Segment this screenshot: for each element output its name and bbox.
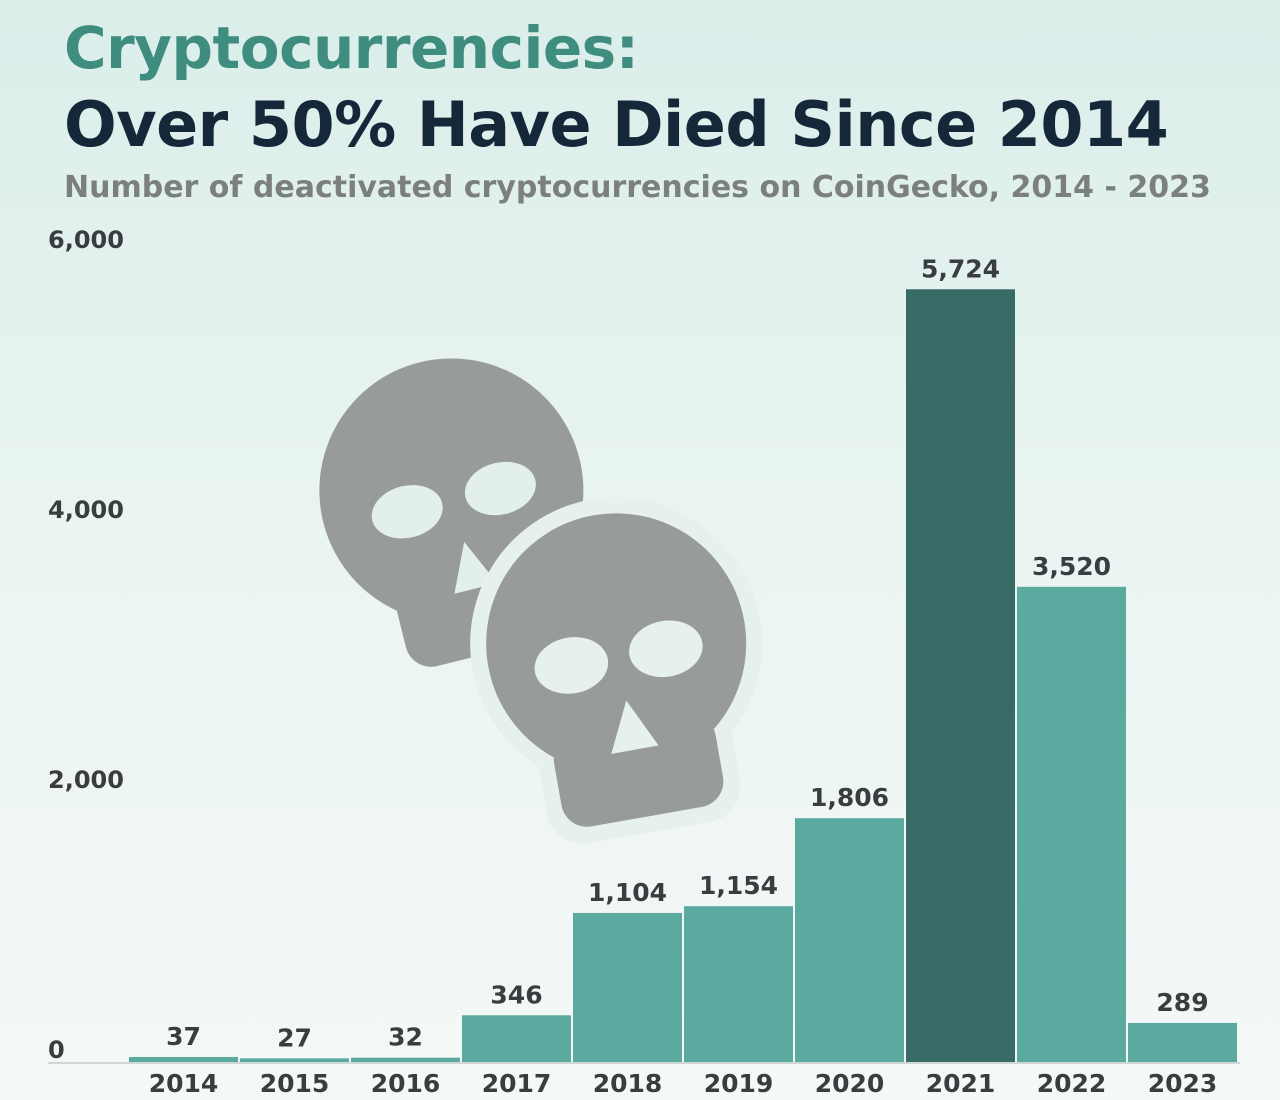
bars-group: 37 27 32 346 1,104 1,154 1,806 5,724 3,520 289 [129, 254, 1237, 1062]
bar-value-label-2016: 32 [388, 1023, 423, 1052]
skulls-decoration [319, 358, 763, 844]
x-tick-label-2014: 2014 [149, 1069, 219, 1098]
skull-icon [470, 497, 763, 844]
y-axis: 0 2,000 4,000 6,000 [48, 226, 124, 1064]
bar-2018 [573, 912, 682, 1062]
x-tick-label-2019: 2019 [704, 1069, 774, 1098]
bar-2016 [351, 1057, 460, 1062]
x-tick-label-2015: 2015 [260, 1069, 330, 1098]
bar-2021 [906, 289, 1015, 1062]
x-tick-label-2017: 2017 [482, 1069, 552, 1098]
x-tick-label-2020: 2020 [815, 1069, 885, 1098]
bar-value-label-2023: 289 [1156, 988, 1208, 1017]
bar-2019 [684, 906, 793, 1062]
bar-value-label-2017: 346 [490, 980, 542, 1009]
bar-value-label-2018: 1,104 [588, 878, 667, 907]
bar-value-label-2021: 5,724 [921, 254, 1000, 283]
bar-2020 [795, 818, 904, 1062]
x-tick-label-2021: 2021 [926, 1069, 996, 1098]
y-tick-label: 0 [48, 1036, 65, 1064]
bar-2017 [462, 1015, 571, 1062]
bar-2022 [1017, 586, 1126, 1062]
x-axis: 2014 2015 2016 2017 2018 2019 2020 2021 2022 2023 [149, 1069, 1218, 1098]
y-tick-label: 2,000 [48, 766, 124, 794]
x-tick-label-2018: 2018 [593, 1069, 663, 1098]
chart-title-line1: Cryptocurrencies: [64, 14, 639, 82]
bar-2014 [129, 1057, 238, 1062]
chart-title-line2: Over 50% Have Died Since 2014 [64, 88, 1169, 161]
bar-2023 [1128, 1022, 1237, 1062]
chart-subtitle: Number of deactivated cryptocurrencies o… [64, 170, 1211, 205]
y-tick-label: 6,000 [48, 226, 124, 254]
bar-value-label-2022: 3,520 [1032, 552, 1111, 581]
bar-value-label-2019: 1,154 [699, 871, 778, 900]
y-tick-label: 4,000 [48, 496, 124, 524]
x-tick-label-2023: 2023 [1148, 1069, 1218, 1098]
bar-value-label-2014: 37 [166, 1022, 201, 1051]
x-tick-label-2016: 2016 [371, 1069, 441, 1098]
bar-2015 [240, 1058, 349, 1062]
bar-value-label-2020: 1,806 [810, 783, 889, 812]
bar-value-label-2015: 27 [277, 1023, 312, 1052]
x-tick-label-2022: 2022 [1037, 1069, 1107, 1098]
